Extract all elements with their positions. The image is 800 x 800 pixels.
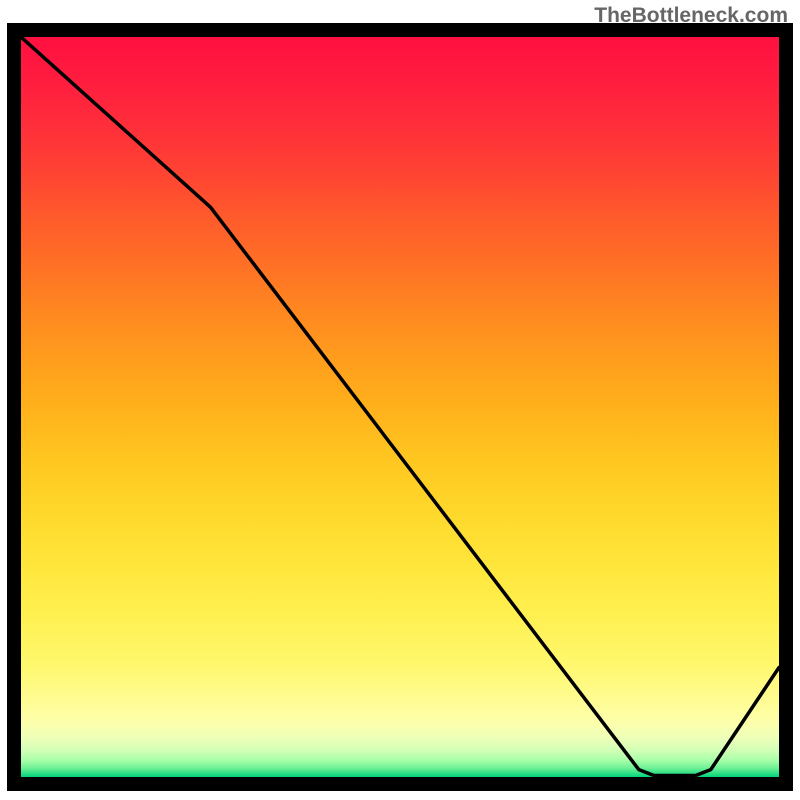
gradient-background [21, 37, 779, 777]
watermark-text: TheBottleneck.com [594, 4, 788, 28]
plot-area [21, 37, 779, 777]
chart-container: TheBottleneck.com [0, 0, 800, 800]
bottleneck-chart [0, 0, 800, 800]
